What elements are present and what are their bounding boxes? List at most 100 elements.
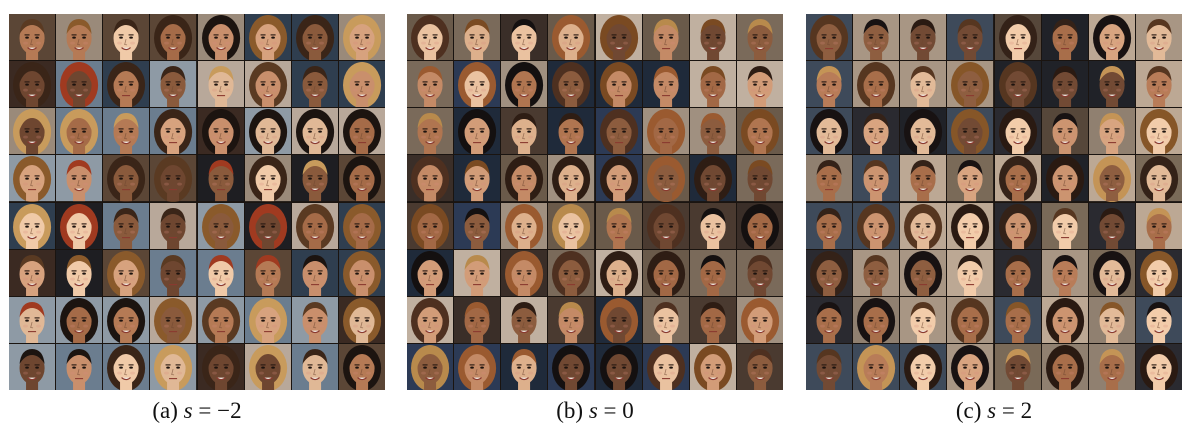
face-thumbnail bbox=[806, 14, 853, 61]
face-thumbnail bbox=[900, 343, 947, 390]
face-grid-b bbox=[407, 14, 783, 390]
face-thumbnail bbox=[338, 296, 385, 343]
face-thumbnail bbox=[103, 202, 150, 249]
face-thumbnail bbox=[1041, 155, 1088, 202]
face-thumbnail bbox=[548, 155, 595, 202]
face-thumbnail bbox=[407, 14, 454, 61]
face-thumbnail bbox=[900, 249, 947, 296]
face-thumbnail bbox=[103, 249, 150, 296]
face-thumbnail bbox=[244, 343, 291, 390]
face-thumbnail bbox=[150, 108, 197, 155]
face-thumbnail bbox=[947, 249, 994, 296]
face-thumbnail bbox=[501, 14, 548, 61]
face-thumbnail bbox=[689, 296, 736, 343]
face-thumbnail bbox=[548, 14, 595, 61]
face-thumbnail bbox=[994, 14, 1041, 61]
face-thumbnail bbox=[501, 202, 548, 249]
face-thumbnail bbox=[994, 155, 1041, 202]
caption-b-prefix: (b) bbox=[556, 398, 584, 423]
face-thumbnail bbox=[1041, 108, 1088, 155]
face-thumbnail bbox=[1088, 343, 1135, 390]
face-thumbnail bbox=[407, 296, 454, 343]
face-thumbnail bbox=[548, 202, 595, 249]
face-thumbnail bbox=[291, 202, 338, 249]
face-thumbnail bbox=[736, 61, 783, 108]
caption-b-relation: = bbox=[603, 398, 617, 423]
face-thumbnail bbox=[806, 296, 853, 343]
face-thumbnail bbox=[291, 249, 338, 296]
face-thumbnail bbox=[642, 202, 689, 249]
face-thumbnail bbox=[56, 202, 103, 249]
face-thumbnail bbox=[197, 155, 244, 202]
face-thumbnail bbox=[548, 61, 595, 108]
face-thumbnail bbox=[806, 61, 853, 108]
face-thumbnail bbox=[548, 296, 595, 343]
face-thumbnail bbox=[454, 296, 501, 343]
face-thumbnail bbox=[338, 249, 385, 296]
face-thumbnail bbox=[9, 14, 56, 61]
face-thumbnail bbox=[689, 249, 736, 296]
face-thumbnail bbox=[1135, 155, 1182, 202]
face-thumbnail bbox=[407, 155, 454, 202]
face-thumbnail bbox=[103, 343, 150, 390]
face-thumbnail bbox=[338, 343, 385, 390]
face-thumbnail bbox=[103, 108, 150, 155]
face-thumbnail bbox=[548, 249, 595, 296]
face-thumbnail bbox=[501, 108, 548, 155]
face-thumbnail bbox=[1135, 14, 1182, 61]
face-thumbnail bbox=[1041, 343, 1088, 390]
face-thumbnail bbox=[595, 202, 642, 249]
panel-c: (c) s = 2 bbox=[806, 14, 1182, 423]
face-thumbnail bbox=[197, 14, 244, 61]
face-thumbnail bbox=[1041, 296, 1088, 343]
face-thumbnail bbox=[736, 343, 783, 390]
caption-c: (c) s = 2 bbox=[806, 398, 1182, 424]
face-thumbnail bbox=[1135, 296, 1182, 343]
face-thumbnail bbox=[595, 108, 642, 155]
face-thumbnail bbox=[1088, 14, 1135, 61]
face-thumbnail bbox=[197, 108, 244, 155]
face-thumbnail bbox=[1041, 202, 1088, 249]
face-thumbnail bbox=[642, 61, 689, 108]
face-thumbnail bbox=[407, 108, 454, 155]
face-thumbnail bbox=[150, 249, 197, 296]
face-thumbnail bbox=[150, 343, 197, 390]
face-thumbnail bbox=[9, 249, 56, 296]
face-thumbnail bbox=[595, 249, 642, 296]
face-thumbnail bbox=[689, 14, 736, 61]
face-thumbnail bbox=[1041, 14, 1088, 61]
face-thumbnail bbox=[1088, 296, 1135, 343]
face-thumbnail bbox=[338, 61, 385, 108]
face-thumbnail bbox=[900, 155, 947, 202]
caption-c-variable: s bbox=[987, 398, 997, 423]
face-thumbnail bbox=[454, 14, 501, 61]
caption-a-prefix: (a) bbox=[152, 398, 178, 423]
face-thumbnail bbox=[853, 296, 900, 343]
caption-a-value: −2 bbox=[217, 398, 242, 423]
face-thumbnail bbox=[244, 202, 291, 249]
face-thumbnail bbox=[1135, 108, 1182, 155]
face-thumbnail bbox=[994, 202, 1041, 249]
face-thumbnail bbox=[338, 155, 385, 202]
face-thumbnail bbox=[56, 108, 103, 155]
face-thumbnail bbox=[642, 343, 689, 390]
face-thumbnail bbox=[244, 61, 291, 108]
face-thumbnail bbox=[291, 108, 338, 155]
face-thumbnail bbox=[103, 296, 150, 343]
face-thumbnail bbox=[244, 155, 291, 202]
face-thumbnail bbox=[9, 155, 56, 202]
face-thumbnail bbox=[806, 202, 853, 249]
face-thumbnail bbox=[197, 296, 244, 343]
face-thumbnail bbox=[454, 108, 501, 155]
face-thumbnail bbox=[736, 249, 783, 296]
face-thumbnail bbox=[642, 249, 689, 296]
face-thumbnail bbox=[1135, 249, 1182, 296]
caption-b-value: 0 bbox=[622, 398, 634, 423]
face-thumbnail bbox=[1135, 61, 1182, 108]
face-thumbnail bbox=[150, 202, 197, 249]
face-thumbnail bbox=[994, 249, 1041, 296]
face-thumbnail bbox=[947, 108, 994, 155]
face-thumbnail bbox=[291, 296, 338, 343]
face-thumbnail bbox=[501, 249, 548, 296]
face-thumbnail bbox=[900, 202, 947, 249]
